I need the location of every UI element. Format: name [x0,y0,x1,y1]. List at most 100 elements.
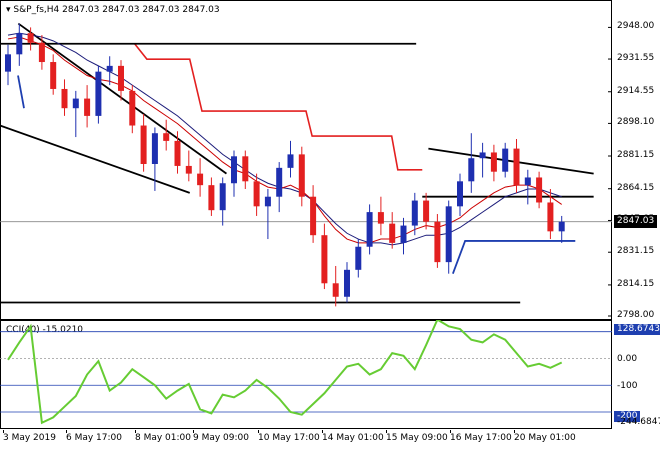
candle-body [366,212,373,247]
candle-body [185,165,192,174]
candle-body [95,71,102,116]
envelope-line [0,42,423,171]
ohlc-values: 2847.03 2847.03 2847.03 2847.03 [62,5,220,15]
candle-body [140,125,147,164]
candle-body [389,223,396,243]
candle-body [344,269,350,297]
candle-body [84,98,91,116]
candle-body [16,33,23,55]
price-tick-label: 2881.15 [617,150,655,160]
candle-body [524,177,531,186]
candle-body [411,200,418,226]
candle-body [151,133,158,164]
candle-body [457,181,463,207]
candle-body [445,206,452,263]
time-tick-label: 9 May 09:00 [193,433,249,443]
time-tick-label: 15 May 09:00 [386,433,448,443]
candle-body [61,88,68,109]
price-tick-label: 2898.10 [617,117,655,128]
candle-body [558,221,565,232]
cci-min-label: -244.6847 [617,417,660,427]
cci-minus200-badge: -200 [614,411,641,422]
chart-frame [0,0,612,320]
current-price-badge: 2847.03 [614,214,658,228]
cci-max-badge: 128.6743 [614,324,660,335]
time-tick [135,430,136,433]
candle-body [332,283,339,297]
candle-body [106,65,113,72]
candle-body [502,148,509,172]
price-tick-label: 2931.55 [617,53,655,64]
time-tick-label: 20 May 01:00 [514,433,576,443]
candle-body [27,33,34,43]
time-tick-label: 3 May 2019 [3,433,56,443]
price-tick-label: 2864.15 [617,182,655,193]
candle-body [50,62,57,89]
time-tick-label: 14 May 01:00 [322,433,384,443]
time-tick [193,430,194,433]
candle-body [38,42,45,63]
price-chart[interactable] [0,0,612,320]
time-tick-label: 16 May 17:00 [450,433,512,443]
time-tick [66,430,67,433]
candle-body [310,196,317,236]
candle-body [276,167,283,197]
time-tick-label: 6 May 17:00 [66,433,122,443]
time-tick [450,430,451,433]
candle-body [231,156,237,184]
symbol-label: S&P_fs,H4 [13,5,60,15]
blue-marker [17,75,25,109]
time-tick-label: 10 May 17:00 [258,433,320,443]
candle-body [287,154,294,168]
candle-body [377,212,384,224]
candle-body [536,177,543,203]
candle-body [400,225,407,243]
cci-line [7,320,563,425]
candle-body [242,156,249,182]
candle-body [298,154,305,197]
time-tick-label: 8 May 01:00 [135,433,191,443]
price-tick-label: 2914.55 [617,85,655,96]
support-line [452,240,576,274]
cci-chart[interactable] [0,320,612,430]
candle-body [490,152,497,172]
time-tick [514,430,515,433]
candle-body [547,202,554,232]
price-tick-label: 2814.15 [617,278,655,289]
candle-body [253,181,260,207]
candle-body [479,152,486,159]
trendline [0,124,191,194]
cci-title: CCI(40) -15.0210 [6,325,84,335]
trendline [428,147,594,175]
trendline [17,22,227,175]
cci-minus100-label: -100 [617,381,638,391]
candle-body [468,158,475,182]
candle-body [355,246,362,270]
chart-symbol-icon: ▾ [6,5,11,15]
chart-title: ▾ S&P_fs,H4 2847.03 2847.03 2847.03 2847… [6,5,220,15]
time-tick [386,430,387,433]
candle-body [197,173,204,186]
candle-body [72,98,79,109]
cci-zero-label: 0.00 [617,354,638,364]
time-tick [322,430,323,433]
candle-body [129,90,136,126]
ma-fast-line [7,36,562,244]
candle-body [321,235,328,284]
candle-body [118,65,124,91]
candle-body [219,183,226,211]
candle-body [423,200,430,222]
candle-body [208,185,215,211]
candle-body [163,133,170,141]
candle-body [5,54,11,72]
ma-slow-line [7,32,562,246]
candle-body [434,221,441,263]
price-tick-label: 2948.00 [617,21,655,32]
candle-body [513,148,520,186]
cci-frame [0,320,612,429]
candle-body [174,140,181,166]
price-tick-label: 2831.15 [617,246,655,257]
time-tick [3,430,4,433]
price-tick-label: 2798.00 [617,310,655,320]
time-tick [258,430,259,433]
